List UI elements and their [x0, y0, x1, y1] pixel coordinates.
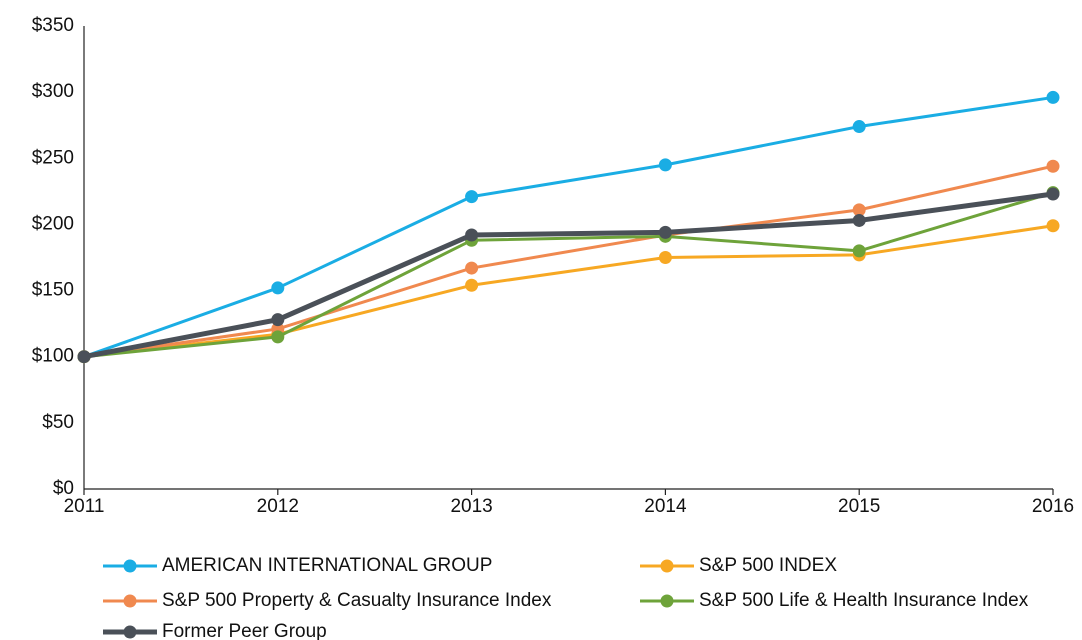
legend-label: S&P 500 INDEX	[699, 555, 837, 576]
data-point	[1046, 159, 1060, 173]
data-point	[1046, 187, 1060, 201]
legend-swatch-dot	[660, 594, 674, 608]
data-point	[852, 203, 866, 217]
series-line	[83, 164, 1054, 359]
x-tick-label: 2014	[644, 496, 687, 517]
legend-label: Former Peer Group	[162, 621, 327, 640]
legend-swatch-dot	[123, 625, 137, 639]
legend-swatch-dot	[660, 559, 674, 573]
series-line	[83, 224, 1054, 359]
data-point	[1046, 219, 1060, 233]
data-point	[1046, 90, 1060, 104]
y-tick-label: $150	[32, 280, 74, 301]
y-tick-label: $350	[32, 15, 74, 36]
data-point	[852, 213, 866, 227]
data-point	[658, 158, 672, 172]
data-point	[465, 261, 479, 275]
y-tick-label: $250	[32, 147, 74, 168]
data-point	[77, 350, 91, 364]
legend-swatch-dot	[123, 594, 137, 608]
series-line	[83, 191, 1054, 360]
data-point	[465, 278, 479, 292]
y-tick-label: $200	[32, 213, 74, 234]
data-point	[271, 330, 285, 344]
series-line	[83, 95, 1054, 359]
data-point	[852, 244, 866, 258]
y-tick-label: $50	[42, 412, 74, 433]
data-point	[271, 313, 285, 327]
series-line	[83, 191, 1054, 359]
x-tick-label: 2012	[257, 496, 299, 517]
data-point	[465, 228, 479, 242]
legend-label: S&P 500 Life & Health Insurance Index	[699, 590, 1029, 611]
legend-label: S&P 500 Property & Casualty Insurance In…	[162, 590, 552, 611]
x-tick-label: 2011	[64, 496, 105, 517]
y-tick-label: $100	[32, 346, 74, 367]
data-point	[271, 281, 285, 295]
y-tick-label: $300	[32, 81, 74, 102]
data-point	[852, 120, 866, 134]
x-tick-label: 2015	[838, 496, 880, 517]
y-tick-label: $0	[53, 478, 74, 499]
x-tick-label: 2016	[1032, 496, 1074, 517]
data-point	[658, 251, 672, 264]
data-point	[465, 190, 479, 204]
x-tick-label: 2013	[450, 496, 492, 517]
legend-label: AMERICAN INTERNATIONAL GROUP	[162, 555, 492, 576]
legend-swatch-dot	[123, 559, 137, 573]
data-point	[658, 225, 672, 239]
